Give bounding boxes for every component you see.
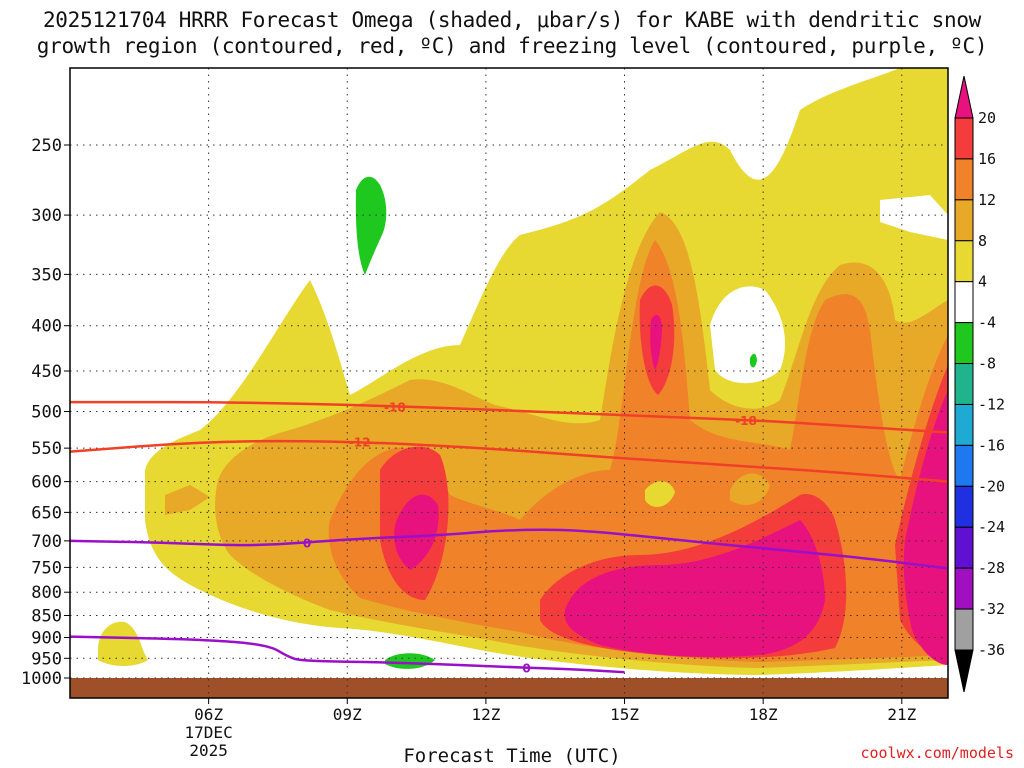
colorbar-box-3	[954, 240, 974, 283]
y-tick-label-750: 750	[31, 558, 62, 578]
plot-frame	[69, 67, 949, 699]
x-year-label: 2025	[189, 741, 228, 760]
colorbar-label-8: 8	[978, 232, 987, 250]
y-tick-label-900: 900	[31, 628, 62, 648]
y-tick-label-450: 450	[31, 362, 62, 382]
x-tick-label-06Z: 06Z	[194, 705, 223, 724]
y-tick-label-700: 700	[31, 532, 62, 552]
colorbar-box-11	[954, 567, 974, 610]
omega-region-gt20c	[564, 520, 825, 657]
x-tick-label-18Z: 18Z	[749, 705, 778, 724]
colorbar-bottom-arrow	[954, 649, 974, 693]
contour-label--18-1: -18	[735, 414, 757, 428]
omega-region-neg4-neg8b	[385, 653, 435, 669]
colorbar-box-0	[954, 117, 974, 160]
colorbar-box-12	[954, 608, 974, 651]
contour-dendritic-bottom	[69, 439, 949, 483]
y-tick-label-850: 850	[31, 607, 62, 627]
omega-shading	[70, 68, 948, 698]
chart-title-line2: growth region (contoured, red, ºC) and f…	[36, 34, 988, 58]
ground-surface	[70, 678, 948, 698]
omega-region-neg4-neg8	[355, 176, 387, 275]
colorbar-label--32: -32	[978, 600, 1005, 618]
colorbar-label--8: -8	[978, 355, 996, 373]
colorbar-label--28: -28	[978, 559, 1005, 577]
colorbar-label--16: -16	[978, 436, 1005, 454]
omega-region-gt20	[394, 494, 439, 570]
colorbar-box-9	[954, 485, 974, 528]
colorbar-label-12: 12	[978, 191, 996, 209]
colorbar-box-4	[954, 281, 974, 324]
omega-gap-2	[880, 195, 948, 240]
y-tick-label-950: 950	[31, 649, 62, 669]
chart-title-line1: 2025121704 HRRR Forecast Omega (shaded, …	[42, 8, 982, 32]
omega-region-neg4-neg8c	[750, 353, 757, 368]
contour-freezing-level-aloft	[69, 528, 949, 570]
x-tick-label-09Z: 09Z	[333, 705, 362, 724]
y-axis: 2503003504004505005506006507007508008509…	[21, 136, 70, 689]
x-axis-title: Forecast Time (UTC)	[403, 745, 621, 767]
colorbar-box-1	[954, 158, 974, 201]
colorbar-label--4: -4	[978, 314, 996, 332]
y-tick-label-350: 350	[31, 265, 62, 285]
colorbar-box-7	[954, 403, 974, 446]
colorbar-label--24: -24	[978, 518, 1005, 536]
omega-region-4-8b	[98, 621, 148, 666]
omega-region-gt20d	[903, 390, 948, 665]
x-date-label: 17DEC	[185, 723, 233, 742]
contour-freezing-level-low	[69, 635, 625, 674]
y-tick-label-400: 400	[31, 317, 62, 337]
y-tick-label-550: 550	[31, 439, 62, 459]
colorbar-top-arrow	[954, 75, 974, 119]
y-tick-label-500: 500	[31, 403, 62, 423]
contour-label--18-0: -18	[384, 400, 406, 414]
colorbar-label-20: 20	[978, 109, 996, 127]
y-tick-label-250: 250	[31, 136, 62, 156]
omega-region-gt20b	[650, 314, 662, 370]
omega-lens-1	[165, 485, 210, 515]
grid	[70, 68, 948, 698]
temperature-contours: -18 -18 -12 0 0	[69, 400, 949, 676]
colorbar-box-10	[954, 526, 974, 569]
y-tick-label-300: 300	[31, 206, 62, 226]
y-tick-label-800: 800	[31, 583, 62, 603]
colorbar-label--12: -12	[978, 395, 1005, 413]
colorbar: 20 16 12 8 4 -4 -8 -12 -16 -20 -24 -28 -32 -36	[954, 75, 1005, 693]
y-tick-label-600: 600	[31, 473, 62, 493]
colorbar-label--36: -36	[978, 641, 1005, 659]
x-tick-label-15Z: 15Z	[610, 705, 639, 724]
colorbar-box-5	[954, 322, 974, 365]
x-tick-label-12Z: 12Z	[471, 705, 500, 724]
y-tick-label-650: 650	[31, 503, 62, 523]
colorbar-label-4: 4	[978, 273, 987, 291]
contour-label--12-0: -12	[349, 436, 371, 450]
colorbar-box-2	[954, 199, 974, 242]
contour-label-0-0: 0	[303, 536, 311, 550]
omega-gap-1	[710, 286, 785, 384]
colorbar-box-6	[954, 363, 974, 405]
x-tick-label-21Z: 21Z	[887, 705, 916, 724]
site-credit[interactable]: coolwx.com/models	[860, 744, 1014, 762]
colorbar-box-8	[954, 444, 974, 487]
contour-dendritic-top	[70, 400, 949, 434]
omega-lens-3	[645, 481, 675, 507]
colorbar-label-16: 16	[978, 150, 996, 168]
y-tick-label-1000: 1000	[21, 669, 62, 689]
contour-label-0-0: 0	[522, 662, 530, 676]
colorbar-label--20: -20	[978, 477, 1005, 495]
